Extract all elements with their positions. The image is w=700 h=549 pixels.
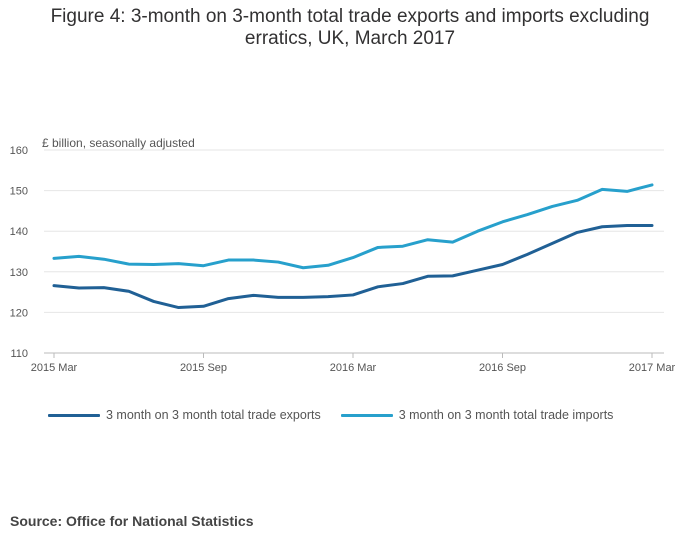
data-point-imports[interactable] [127,263,130,266]
data-point-imports[interactable] [327,264,330,267]
chart-title: Figure 4: 3-month on 3-month total trade… [50,6,650,49]
x-axis: 2015 Mar 2015 Sep 2016 Mar 2016 Sep 2017 Mar [31,353,676,374]
data-point-exports[interactable] [202,305,205,308]
data-point-imports[interactable] [401,245,404,248]
y-tick-label: 140 [10,226,28,238]
data-point-exports[interactable] [277,296,280,299]
data-point-imports[interactable] [551,205,554,208]
legend-item-exports[interactable]: 3 month on 3 month total trade exports [48,408,321,422]
data-point-imports[interactable] [177,262,180,265]
data-point-exports[interactable] [352,293,355,296]
data-point-imports[interactable] [426,238,429,241]
y-tick-label: 120 [10,307,28,319]
series-lines [52,183,654,310]
legend-swatch-imports [340,413,393,417]
x-tick-label: 2016 Mar [330,362,377,374]
y-tick-label: 160 [10,145,28,157]
data-point-exports[interactable] [551,242,554,245]
data-point-exports[interactable] [626,224,629,227]
series-line-exports[interactable] [52,224,654,310]
data-point-exports[interactable] [77,287,80,290]
data-point-imports[interactable] [77,255,80,258]
data-point-imports[interactable] [476,230,479,233]
y-tick-label: 130 [10,267,28,279]
data-point-exports[interactable] [227,297,230,300]
legend-label-imports: 3 month on 3 month total trade imports [398,408,614,422]
data-point-exports[interactable] [102,286,105,289]
data-point-imports[interactable] [227,259,230,262]
data-point-exports[interactable] [327,295,330,298]
data-point-imports[interactable] [451,241,454,244]
data-point-imports[interactable] [252,259,255,262]
legend-item-imports[interactable]: 3 month on 3 month total trade imports [340,408,614,422]
data-point-exports[interactable] [152,300,155,303]
data-point-exports[interactable] [501,263,504,266]
series-line-imports[interactable] [52,183,654,270]
data-point-imports[interactable] [501,220,504,223]
data-point-imports[interactable] [352,256,355,259]
legend-label-exports: 3 month on 3 month total trade exports [106,408,321,422]
data-point-exports[interactable] [451,274,454,277]
data-point-exports[interactable] [302,296,305,299]
data-point-exports[interactable] [127,290,130,293]
data-point-exports[interactable] [376,285,379,288]
data-point-imports[interactable] [102,258,105,261]
data-point-exports[interactable] [177,306,180,309]
data-point-imports[interactable] [53,257,56,260]
data-point-exports[interactable] [401,282,404,285]
data-point-imports[interactable] [651,183,654,186]
y-axis-ticks: 110 120 130 140 150 160 [10,145,28,360]
x-tick-label: 2015 Sep [180,362,227,374]
legend: 3 month on 3 month total trade exports 3… [48,408,633,422]
data-point-imports[interactable] [202,264,205,267]
data-point-exports[interactable] [476,269,479,272]
data-point-imports[interactable] [302,266,305,269]
data-point-imports[interactable] [626,190,629,193]
data-point-imports[interactable] [601,188,604,191]
data-point-exports[interactable] [601,225,604,228]
gridlines [44,149,664,354]
data-point-exports[interactable] [426,275,429,278]
y-tick-label: 150 [10,186,28,198]
data-point-imports[interactable] [576,199,579,202]
x-tick-label: 2016 Sep [479,362,526,374]
data-point-exports[interactable] [651,224,654,227]
data-point-exports[interactable] [53,284,56,287]
x-tick-label: 2015 Mar [31,362,78,374]
x-tick-label: 2017 Mar [629,362,676,374]
data-point-exports[interactable] [576,231,579,234]
data-point-imports[interactable] [376,246,379,249]
legend-swatch-exports [48,413,100,417]
y-axis-label: £ billion, seasonally adjusted [42,136,195,150]
data-point-imports[interactable] [152,263,155,266]
data-point-imports[interactable] [526,213,529,216]
source-note: Source: Office for National Statistics [10,513,254,529]
data-point-exports[interactable] [526,253,529,256]
data-point-imports[interactable] [277,261,280,264]
data-point-exports[interactable] [252,294,255,297]
y-tick-label: 110 [10,348,28,360]
